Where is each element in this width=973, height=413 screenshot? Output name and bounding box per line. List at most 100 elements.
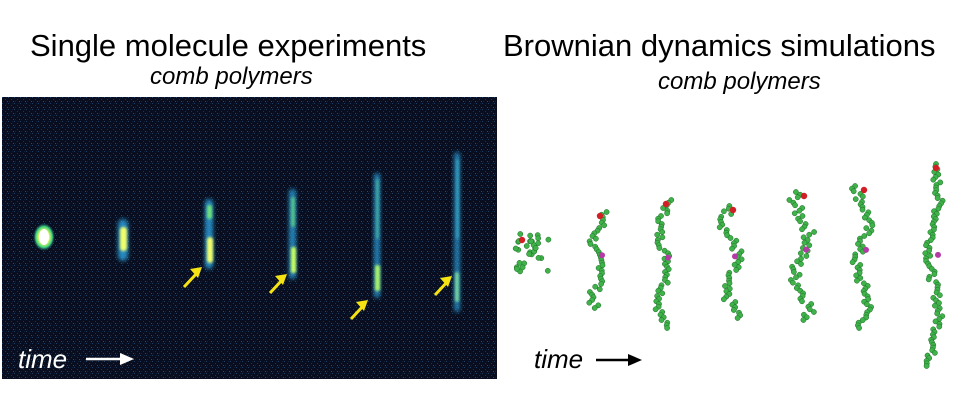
end-bead <box>860 186 868 194</box>
molecule-frame-5 <box>374 173 380 298</box>
end-bead <box>800 192 808 200</box>
polymer-conformation-3 <box>652 197 675 331</box>
polymer-bead <box>859 206 866 213</box>
polymer-bead <box>811 309 817 315</box>
polymer-bead <box>927 252 934 259</box>
polymer-bead <box>854 277 860 284</box>
polymer-bead <box>800 317 807 323</box>
polymer-bead <box>532 245 539 251</box>
polymer-bead <box>925 276 932 283</box>
polymer-bead <box>727 235 734 241</box>
polymer-bead <box>526 251 532 257</box>
polymer-bead <box>861 233 868 239</box>
polymer-bead <box>803 253 810 259</box>
polymer-bead <box>664 325 670 331</box>
polymer-bead <box>654 231 661 238</box>
polymer-bead <box>720 296 727 303</box>
polymer-bead <box>664 210 670 217</box>
polymer-bead <box>659 234 666 241</box>
marker-bead <box>863 246 869 253</box>
polymer-bead <box>535 235 542 242</box>
polymer-bead <box>797 218 803 225</box>
left-panel-title: Single molecule experiments <box>30 28 427 63</box>
polymer-bead <box>527 232 534 239</box>
polymer-bead <box>794 194 801 201</box>
polymer-bead <box>859 317 866 323</box>
polymer-bead <box>603 209 610 215</box>
polymer-bead <box>535 255 542 261</box>
right-arrow-icon <box>86 353 134 365</box>
polymer-bead <box>512 245 519 252</box>
polymer-bead <box>798 261 804 267</box>
polymer-conformation-7 <box>922 161 946 369</box>
polymer-bead <box>592 283 599 290</box>
molecule-frame-1 <box>33 223 55 251</box>
polymer-bead <box>852 196 859 202</box>
polymer-bead <box>593 235 599 242</box>
polymer-bead <box>659 229 666 235</box>
polymer-bead <box>519 264 526 271</box>
polymer-bead <box>797 250 804 257</box>
polymer-bead <box>731 261 738 268</box>
polymer-bead <box>799 226 805 233</box>
polymer-bead <box>790 279 796 286</box>
polymer-bead <box>793 189 799 195</box>
polymer-conformation-6 <box>849 183 876 331</box>
polymer-bead <box>664 279 671 286</box>
right-time-label: time <box>534 344 584 374</box>
polymer-bead <box>791 269 797 275</box>
end-bead <box>932 164 940 172</box>
polymer-bead <box>934 310 941 317</box>
molecule-frame-4 <box>289 189 296 279</box>
marker-bead <box>599 252 605 259</box>
polymer-bead <box>794 258 800 265</box>
polymer-bead <box>596 286 603 293</box>
polymer-bead <box>722 283 728 289</box>
polymer-bead <box>806 306 813 313</box>
marker-bead <box>935 251 941 258</box>
polymer-bead <box>800 234 807 241</box>
polymer-bead <box>849 259 856 266</box>
simulation-conformations <box>512 161 946 369</box>
polymer-bead <box>930 176 937 183</box>
polymer-bead <box>806 231 813 238</box>
polymer-conformation-5 <box>786 189 817 323</box>
end-bead <box>662 200 670 208</box>
polymer-bead <box>799 213 806 219</box>
polymer-bead <box>716 224 723 231</box>
yellow-pointer-arrow-icon <box>433 276 452 297</box>
polymer-bead <box>864 301 870 308</box>
polymer-bead <box>934 195 941 201</box>
polymer-bead <box>869 222 876 229</box>
polymer-bead <box>863 225 870 231</box>
left-panel-subtitle: comb polymers <box>150 63 313 90</box>
polymer-bead <box>656 245 663 251</box>
polymer-bead <box>587 241 594 247</box>
polymer-bead <box>936 323 943 330</box>
fluorescence-micrograph <box>2 97 497 379</box>
end-bead <box>596 212 604 220</box>
polymer-bead <box>658 317 665 323</box>
polymer-bead <box>792 202 798 209</box>
polymer-bead <box>528 238 534 245</box>
polymer-bead <box>598 281 604 287</box>
polymer-bead <box>806 242 813 249</box>
polymer-bead <box>865 296 872 302</box>
polymer-bead <box>734 315 741 321</box>
polymer-bead <box>922 250 929 257</box>
polymer-conformation-1 <box>512 231 552 275</box>
micrograph-drawing <box>2 97 497 379</box>
polymer-bead <box>517 231 524 237</box>
polymer-bead <box>811 229 817 235</box>
polymer-bead <box>935 205 942 212</box>
molecule-frame-3 <box>205 199 213 269</box>
molecule-frame-6 <box>454 152 460 312</box>
polymer-conformation-2 <box>586 209 610 311</box>
yellow-pointer-arrow-icon <box>349 300 368 321</box>
polymer-bead <box>514 266 520 272</box>
polymer-bead <box>796 207 803 214</box>
polymer-bead <box>793 274 799 281</box>
polymer-bead <box>729 245 735 252</box>
polymer-bead <box>856 325 862 331</box>
